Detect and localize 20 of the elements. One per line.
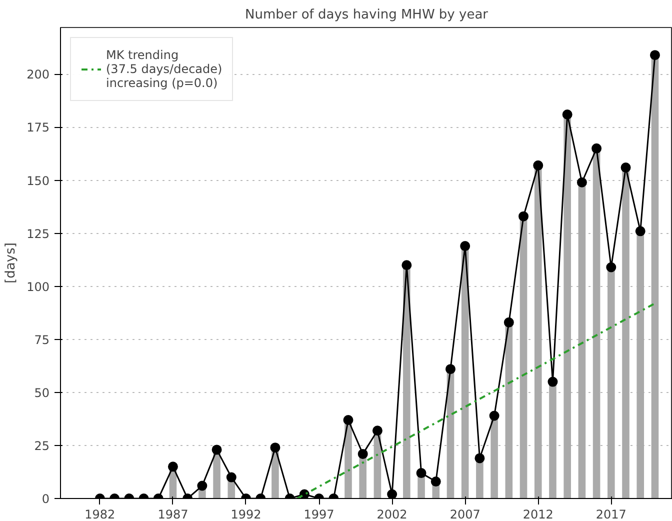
y-tick-label: 0 <box>42 492 50 506</box>
x-tick-label: 2002 <box>376 508 408 521</box>
y-tick-label: 200 <box>26 68 50 82</box>
chart-title: Number of days having MHW by year <box>244 8 489 22</box>
y-tick-label: 150 <box>26 174 50 188</box>
y-tick-label: 25 <box>34 438 50 453</box>
x-tick-label: 2017 <box>596 508 626 521</box>
y-tick-label: 175 <box>26 120 50 135</box>
legend-label: MK trending (37.5 days/decade) increasing (p=0.0) <box>106 48 222 90</box>
x-tick-label: 2007 <box>450 508 480 521</box>
x-tick-label: 1992 <box>230 508 262 521</box>
y-tick-label: 100 <box>26 280 50 294</box>
y-tick-label: 50 <box>34 386 50 400</box>
x-tick-label: 1982 <box>84 508 116 521</box>
x-tick-label: 2012 <box>522 508 554 521</box>
y-axis-title: [days] <box>4 242 19 284</box>
y-tick-label: 125 <box>26 226 50 241</box>
x-tick-label: 1987 <box>158 508 188 521</box>
x-tick-label: 1997 <box>304 508 334 521</box>
y-tick-label: 75 <box>34 332 50 347</box>
